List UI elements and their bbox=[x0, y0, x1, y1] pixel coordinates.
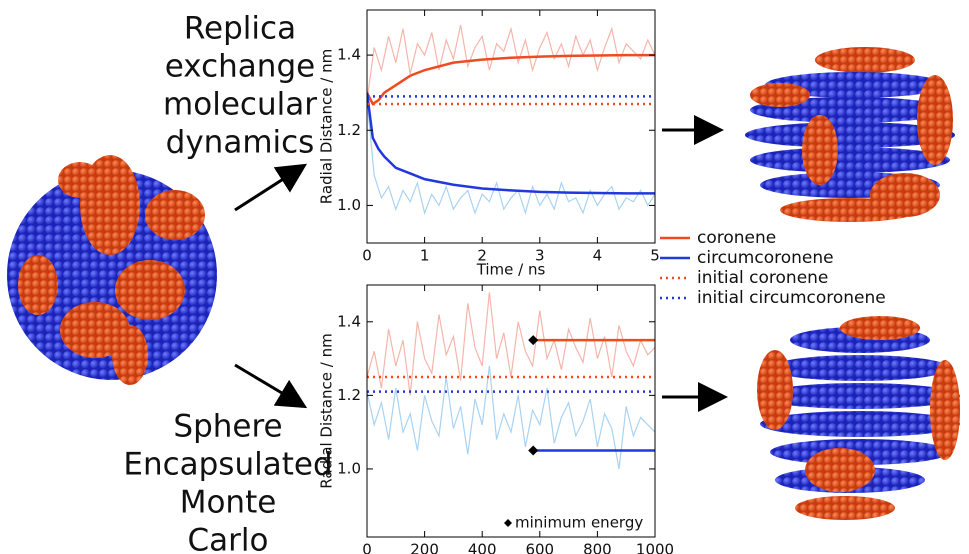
series-line bbox=[367, 92, 655, 195]
right-bottom-molecule bbox=[757, 316, 960, 520]
x-tick-label: 2 bbox=[477, 247, 487, 265]
method-label: Monte bbox=[180, 485, 277, 521]
y-tick-label: 1.4 bbox=[337, 312, 361, 330]
min-energy-marker bbox=[528, 335, 539, 346]
x-tick-label: 200 bbox=[410, 541, 439, 554]
noise-trace bbox=[367, 365, 655, 470]
legend-label: circumcoronene bbox=[697, 248, 834, 268]
y-axis-label: Radial Distance / nm bbox=[318, 49, 336, 204]
x-tick-label: 1 bbox=[420, 247, 430, 265]
arrows bbox=[234, 115, 728, 412]
right-top-molecule bbox=[745, 47, 955, 222]
method-label: Sphere bbox=[173, 409, 282, 445]
plot-frame bbox=[366, 284, 656, 538]
legend-label: initial coronene bbox=[697, 268, 828, 288]
method-label: molecular bbox=[163, 87, 317, 123]
y-tick-label: 1.0 bbox=[337, 459, 361, 477]
method-label: Replica bbox=[184, 11, 296, 47]
left-molecule bbox=[7, 155, 217, 385]
noise-trace bbox=[367, 24, 655, 101]
x-tick-label: 5 bbox=[650, 247, 660, 265]
annotation: minimum energy bbox=[515, 514, 643, 532]
x-tick-label: 4 bbox=[593, 247, 603, 265]
series-line bbox=[367, 53, 655, 106]
y-tick-label: 1.0 bbox=[337, 196, 361, 214]
x-tick-label: 3 bbox=[535, 247, 545, 265]
annotation-marker bbox=[504, 519, 512, 527]
noise-trace bbox=[367, 292, 655, 396]
legend-label: initial circumcoronene bbox=[697, 288, 886, 308]
x-tick-label: 800 bbox=[583, 541, 612, 554]
legend-label: coronene bbox=[697, 228, 776, 248]
x-tick-label: 0 bbox=[362, 247, 372, 265]
min-energy-marker bbox=[528, 445, 539, 456]
y-tick-label: 1.4 bbox=[337, 46, 361, 64]
y-tick-label: 1.2 bbox=[337, 121, 361, 139]
plot-area bbox=[367, 292, 655, 470]
method-label: Carlo bbox=[188, 523, 269, 554]
x-tick-label: 600 bbox=[525, 541, 554, 554]
plot-frame bbox=[366, 9, 656, 244]
y-tick-label: 1.2 bbox=[337, 386, 361, 404]
method-label: dynamics bbox=[166, 125, 315, 161]
x-tick-label: 0 bbox=[362, 541, 372, 554]
x-axis-label: Time / ns bbox=[476, 261, 546, 279]
noise-trace bbox=[367, 100, 655, 216]
plot-area bbox=[367, 24, 655, 216]
y-axis-label: Radial Distance / nm bbox=[318, 333, 336, 488]
x-tick-label: 1000 bbox=[636, 541, 674, 554]
method-label: exchange bbox=[165, 49, 315, 85]
method-label: Encapsulated bbox=[123, 447, 332, 483]
x-tick-label: 400 bbox=[468, 541, 497, 554]
